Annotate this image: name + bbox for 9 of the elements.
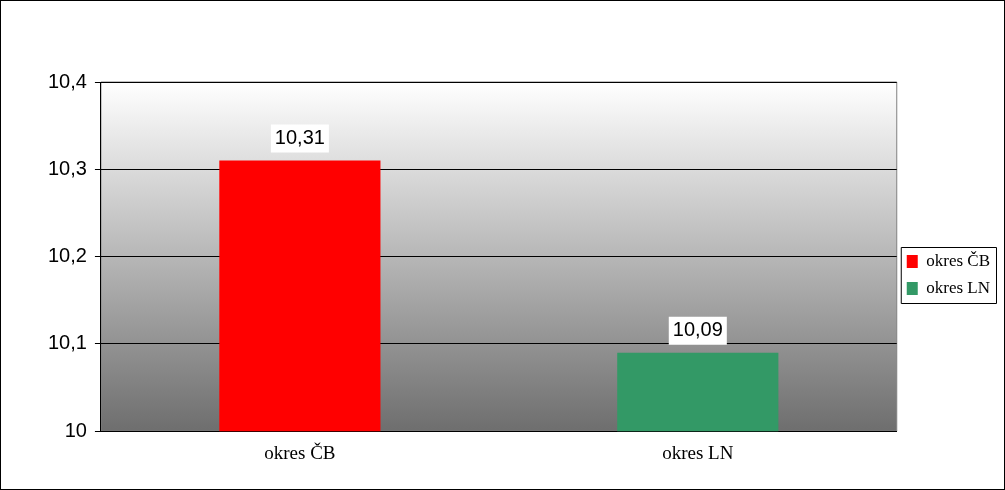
y-tick-label: 10,3	[47, 156, 87, 179]
y-tick-label: 10,1	[47, 331, 87, 354]
y-tick-label: 10,4	[47, 69, 87, 92]
data-label: 10,09	[672, 318, 723, 341]
legend-label: okres LN	[926, 277, 990, 297]
y-tick-label: 10,2	[47, 244, 87, 267]
legend-label: okres ČB	[926, 250, 990, 270]
data-label: 10,31	[274, 126, 325, 149]
y-tick-label: 10	[64, 418, 87, 441]
